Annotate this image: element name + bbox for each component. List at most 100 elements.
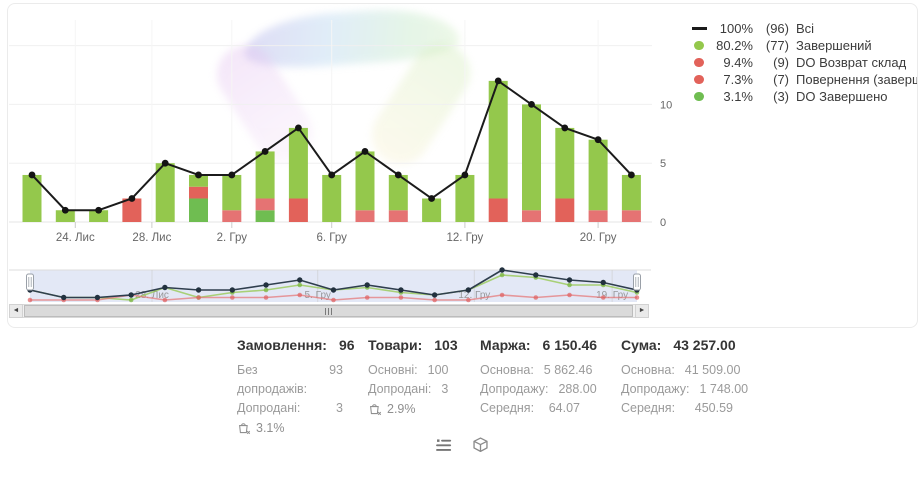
bar-segment[interactable] bbox=[388, 210, 408, 222]
bar-segment[interactable] bbox=[621, 174, 641, 211]
legend-count: (9) bbox=[773, 55, 789, 70]
scroll-left-button[interactable]: ◄ bbox=[9, 304, 23, 318]
legend-count: (96) bbox=[765, 21, 789, 36]
legend-percent: 80.2% bbox=[716, 38, 753, 53]
bar-segment[interactable] bbox=[255, 210, 275, 222]
legend-label: Всі bbox=[796, 21, 815, 36]
scrollbar-thumb[interactable] bbox=[24, 305, 633, 317]
stat-sub-value: 64.07 bbox=[548, 401, 580, 415]
legend-count: (77) bbox=[765, 38, 789, 53]
scrollbar-grip-icon bbox=[328, 307, 329, 315]
bar-segment[interactable] bbox=[189, 174, 208, 187]
bar-segment[interactable] bbox=[621, 210, 641, 222]
bar-segment[interactable] bbox=[22, 174, 42, 222]
line-point[interactable] bbox=[594, 136, 602, 144]
bar-segment[interactable] bbox=[555, 127, 575, 199]
line-point[interactable] bbox=[394, 171, 402, 179]
bar-segment[interactable] bbox=[222, 210, 242, 222]
stat-sub-row: Допродажу: 288.00 bbox=[480, 380, 597, 399]
bar-segment[interactable] bbox=[588, 210, 608, 222]
legend-item[interactable]: 80.2% (77) Завершений bbox=[689, 37, 917, 54]
line-marker-icon bbox=[689, 27, 709, 30]
bar-segment[interactable] bbox=[189, 186, 208, 199]
bar-segment[interactable] bbox=[55, 210, 75, 222]
legend-item[interactable]: 3.1% (3) DO Завершено bbox=[689, 88, 917, 105]
stat-sub-row: Основна: 41 509.00 bbox=[621, 361, 740, 380]
navigator-right-handle[interactable] bbox=[633, 273, 641, 291]
bar-segment[interactable] bbox=[122, 198, 142, 222]
stat-sub-label: Допродажу: bbox=[480, 382, 549, 396]
bar-segment[interactable] bbox=[255, 198, 275, 211]
upsell-rate-badge: 2.9% bbox=[368, 402, 445, 416]
line-point[interactable] bbox=[361, 148, 369, 155]
stat-sub-row: Допродажу: 1 748.00 bbox=[621, 380, 748, 399]
bar-segment[interactable] bbox=[322, 174, 342, 222]
date-range-navigator[interactable]: 28. Лис 5. Гру 12. Гру 19. Гру bbox=[8, 262, 652, 306]
line-point[interactable] bbox=[628, 171, 635, 179]
bar-segment[interactable] bbox=[189, 198, 208, 222]
package-icon[interactable] bbox=[471, 436, 490, 460]
bar-segment[interactable] bbox=[89, 210, 109, 222]
bar-segment[interactable] bbox=[388, 174, 408, 211]
legend-item[interactable]: 7.3% (7) Повернення (завершений) bbox=[689, 71, 917, 88]
stat-total-value: 43 257.00 bbox=[673, 337, 736, 353]
line-point[interactable] bbox=[328, 171, 336, 179]
line-point[interactable] bbox=[228, 171, 236, 179]
line-point[interactable] bbox=[61, 206, 69, 214]
x-axis-label: 12. Гру bbox=[447, 232, 484, 244]
bar-segment[interactable] bbox=[455, 174, 475, 222]
line-point[interactable] bbox=[428, 195, 435, 202]
legend-label: Завершений bbox=[796, 38, 872, 53]
line-point[interactable] bbox=[461, 171, 469, 179]
navigator-left-handle[interactable] bbox=[26, 273, 34, 291]
line-point[interactable] bbox=[28, 171, 36, 179]
line-point[interactable] bbox=[561, 124, 569, 132]
bar-segment[interactable] bbox=[422, 198, 442, 222]
stat-title-row: Замовлення: 96 bbox=[237, 337, 355, 353]
scrollbar-track[interactable] bbox=[23, 304, 635, 318]
bar-segment[interactable] bbox=[355, 151, 375, 211]
report-list-icon[interactable] bbox=[434, 436, 453, 460]
line-point[interactable] bbox=[295, 124, 302, 132]
stat-sub-value: 450.59 bbox=[694, 401, 733, 415]
line-point[interactable] bbox=[195, 171, 202, 179]
stat-title: Товари: bbox=[368, 337, 423, 353]
legend-item[interactable]: 9.4% (9) DO Возврат склад bbox=[689, 54, 917, 71]
stat-title-row: Товари: 103 bbox=[368, 337, 458, 353]
bar-segment[interactable] bbox=[522, 210, 541, 222]
stat-sub-row: Без допродажів: 93 bbox=[237, 361, 343, 399]
series-dot-icon bbox=[689, 74, 709, 85]
bar-segment[interactable] bbox=[288, 127, 308, 199]
line-point[interactable] bbox=[95, 206, 102, 214]
bar-segment[interactable] bbox=[488, 198, 508, 222]
line-point[interactable] bbox=[128, 195, 136, 202]
x-axis-label: 24. Лис bbox=[56, 232, 95, 244]
line-point[interactable] bbox=[261, 148, 269, 155]
bar-segment[interactable] bbox=[288, 198, 308, 222]
stat-sub-label: Основна: bbox=[621, 363, 675, 377]
bar-segment[interactable] bbox=[488, 80, 508, 199]
stat-sub-value: 288.00 bbox=[558, 382, 597, 396]
chart-scrollbar[interactable]: ◄ ► bbox=[9, 304, 649, 318]
bar-segment[interactable] bbox=[155, 163, 175, 222]
bar-segment[interactable] bbox=[522, 104, 541, 211]
x-axis-label: 6. Гру bbox=[317, 232, 348, 244]
bar-segment[interactable] bbox=[222, 174, 242, 211]
navigator-date-label: 19. Гру bbox=[596, 290, 628, 301]
stat-sub-label: Допродані: bbox=[237, 401, 301, 415]
stat-sub-label: Основні: bbox=[368, 363, 418, 377]
orders-stacked-bar-chart[interactable]: 0 5 10 24. Лис 28. Лис 2. Гру 6. Гру 12. Гру 20.… bbox=[8, 4, 688, 254]
line-point[interactable] bbox=[528, 101, 535, 108]
x-axis-label: 28. Лис bbox=[132, 232, 171, 244]
bar-segment[interactable] bbox=[555, 198, 575, 222]
y-axis-label: 10 bbox=[660, 99, 672, 111]
bar-segment[interactable] bbox=[355, 210, 375, 222]
scroll-right-button[interactable]: ► bbox=[635, 304, 649, 318]
line-point[interactable] bbox=[161, 159, 169, 167]
navigator-date-label: 12. Гру bbox=[458, 290, 490, 301]
line-point[interactable] bbox=[494, 77, 502, 85]
stat-sub-label: Середня: bbox=[621, 401, 676, 415]
bar-segment[interactable] bbox=[255, 151, 275, 199]
bar-segment[interactable] bbox=[588, 139, 608, 211]
legend-item[interactable]: 100% (96) Всі bbox=[689, 20, 917, 37]
